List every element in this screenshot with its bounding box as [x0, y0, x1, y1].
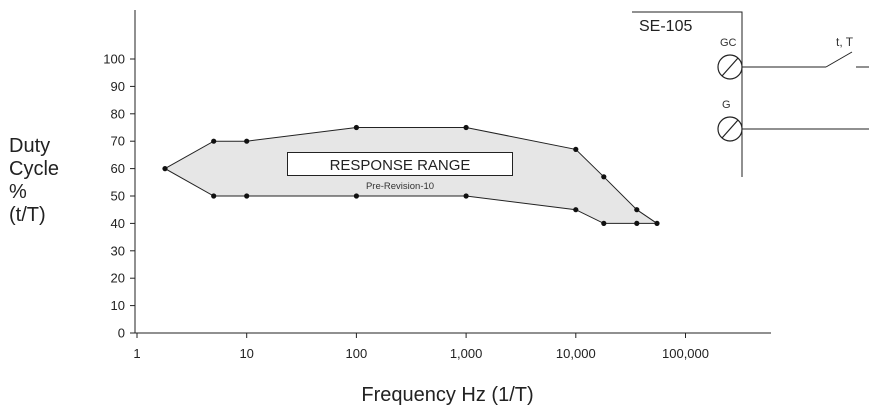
data-point — [573, 207, 579, 213]
y-tick-label: 100 — [103, 52, 125, 67]
y-tick-label: 20 — [111, 271, 125, 286]
data-point — [634, 207, 640, 213]
data-point — [244, 138, 250, 144]
y-tick-label: 50 — [111, 189, 125, 204]
x-axis-label: Frequency Hz (1/T) — [361, 384, 534, 406]
se105-box — [632, 11, 743, 177]
x-tick-label: 100,000 — [662, 346, 709, 361]
y-tick-label: 70 — [111, 134, 125, 149]
y-tick-label: 30 — [111, 243, 125, 258]
y-axis-label-line: Cycle — [9, 158, 60, 180]
terminal-gc-label: GC — [720, 37, 737, 49]
se105-title: SE-105 — [639, 18, 693, 35]
x-tick-label: 1,000 — [450, 346, 483, 361]
data-points — [162, 124, 660, 226]
x-tick-label: 10,000 — [556, 346, 596, 361]
y-tick-label: 10 — [111, 298, 125, 313]
x-tick-label: 100 — [346, 346, 368, 361]
x-tick-label: 10 — [239, 346, 253, 361]
data-point — [601, 220, 607, 226]
y-axis-label-line: % — [9, 181, 27, 203]
y-tick-label: 80 — [111, 106, 125, 121]
terminal-g-label: G — [722, 99, 731, 111]
y-axis-label: Duty Cycle % (t/T) — [9, 135, 59, 227]
data-point — [211, 193, 217, 199]
x-tick-label: 1 — [133, 346, 140, 361]
response-range-label: RESPONSE RANGE — [287, 152, 513, 176]
data-point — [463, 193, 469, 199]
data-point — [463, 124, 469, 131]
data-point — [573, 146, 579, 152]
y-tick-label: 0 — [118, 326, 125, 341]
y-tick-label: 90 — [111, 79, 125, 94]
data-point — [162, 166, 168, 172]
data-point — [601, 174, 607, 180]
switch-label: t, T — [836, 35, 854, 49]
data-point — [211, 138, 217, 144]
terminal-gc-slot — [721, 57, 739, 77]
terminal-g-slot — [721, 119, 739, 139]
se105-wiring-diagram — [632, 11, 869, 177]
data-point — [654, 220, 660, 226]
data-point — [353, 193, 359, 199]
switch-blade — [825, 51, 853, 68]
y-axis-label-line: (t/T) — [9, 204, 46, 226]
x-axis-label-wrap: Frequency Hz (1/T) — [0, 384, 869, 407]
y-tick-label: 60 — [111, 161, 125, 176]
y-axis-label-line: Duty — [9, 135, 51, 157]
response-range-sublabel: Pre-Revision-10 — [365, 181, 435, 192]
data-point — [634, 220, 640, 226]
chart-axes — [130, 10, 771, 338]
y-tick-label: 40 — [111, 216, 125, 231]
data-point — [353, 124, 359, 131]
data-point — [244, 193, 250, 199]
